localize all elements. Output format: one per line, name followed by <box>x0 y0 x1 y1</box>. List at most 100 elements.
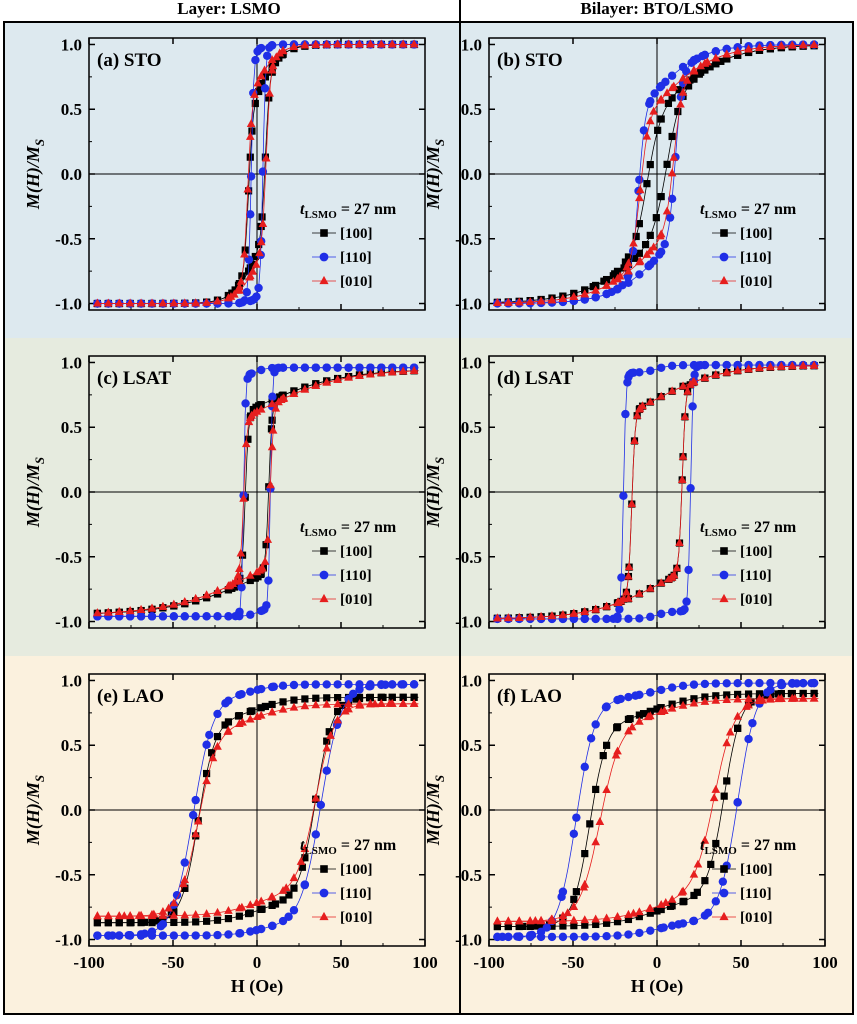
data-point-triangle <box>536 611 546 620</box>
data-point-triangle <box>366 39 375 48</box>
data-point-triangle <box>525 612 535 621</box>
data-point-triangle <box>711 53 721 62</box>
data-point-circle <box>213 612 222 621</box>
y-tick-label: 0.0 <box>461 165 482 184</box>
data-point-circle <box>580 932 589 941</box>
data-point-square <box>213 916 222 924</box>
data-point-triangle <box>289 873 299 882</box>
data-point-triangle <box>169 599 179 608</box>
data-point-triangle <box>661 898 671 906</box>
data-point-circle <box>569 829 579 839</box>
data-point-circle <box>319 888 329 898</box>
data-point-circle <box>711 360 720 370</box>
data-point-triangle <box>676 99 685 108</box>
data-point-triangle <box>267 65 277 74</box>
data-point-circle <box>722 44 731 54</box>
data-point-circle <box>722 679 731 688</box>
data-point-square <box>720 865 728 873</box>
series-010 <box>93 39 419 307</box>
data-point-circle <box>260 84 270 93</box>
data-point-circle <box>224 930 233 939</box>
data-point-triangle <box>758 695 767 704</box>
legend-entry: [110] <box>340 568 372 584</box>
data-point-circle <box>253 685 262 695</box>
data-point-triangle <box>809 360 819 369</box>
y-tick-label: -1.0 <box>455 295 482 314</box>
data-point-square <box>271 900 280 908</box>
data-point-circle <box>688 402 697 411</box>
data-point-triangle <box>355 39 364 48</box>
data-point-square <box>325 728 333 736</box>
data-point-triangle <box>104 607 113 616</box>
y-tick-label: -0.5 <box>55 230 82 249</box>
data-point-square <box>599 751 607 760</box>
data-point-square <box>635 249 643 257</box>
data-point-triangle <box>233 570 243 579</box>
data-point-circle <box>104 931 113 940</box>
data-point-circle <box>156 921 166 931</box>
data-point-triangle <box>635 907 644 916</box>
data-point-circle <box>690 370 699 379</box>
data-point-triangle <box>311 793 321 802</box>
data-point-circle <box>333 680 342 689</box>
data-point-square <box>248 707 256 715</box>
legend-title-sub: LSMO <box>304 845 337 857</box>
data-point-circle <box>711 679 720 688</box>
series-010 <box>93 698 419 920</box>
data-point-square <box>410 693 418 701</box>
data-point-square <box>674 107 682 116</box>
data-point-circle <box>235 298 244 308</box>
data-point-circle <box>631 691 640 700</box>
data-point-triangle <box>267 399 277 408</box>
data-point-square <box>774 690 782 698</box>
data-point-triangle <box>245 900 255 909</box>
legend-title-rest: = 27 nm <box>737 519 797 536</box>
data-point-circle <box>319 252 329 262</box>
data-point-triangle <box>672 563 682 572</box>
data-point-triangle <box>558 294 568 302</box>
data-point-triangle <box>622 587 631 596</box>
data-point-square <box>799 689 807 698</box>
data-point-circle <box>333 363 342 372</box>
data-point-circle <box>660 240 669 249</box>
data-point-circle <box>542 923 551 932</box>
data-point-circle <box>615 605 624 614</box>
data-point-square <box>365 694 374 702</box>
data-point-triangle <box>377 699 386 708</box>
data-point-triangle <box>333 715 342 724</box>
data-point-triangle <box>722 695 732 704</box>
data-point-square <box>734 51 742 59</box>
data-point-triangle <box>645 583 655 592</box>
data-point-circle <box>623 378 632 387</box>
data-point-triangle <box>169 910 179 919</box>
data-point-triangle <box>268 425 278 434</box>
legend-entry: [110] <box>740 886 772 902</box>
data-point-triangle <box>595 817 605 825</box>
data-point-triangle <box>344 699 353 708</box>
data-point-square <box>653 907 661 915</box>
data-point-triangle <box>645 904 654 913</box>
data-point-circle <box>601 703 611 712</box>
data-point-triangle <box>344 39 353 48</box>
data-point-triangle <box>656 391 666 400</box>
legend-title: tLSMO = 27 nm <box>300 519 397 539</box>
data-point-square <box>334 694 342 702</box>
data-point-triangle <box>236 548 246 557</box>
data-point-circle <box>213 709 222 719</box>
data-point-square <box>646 909 654 917</box>
data-point-triangle <box>678 700 688 709</box>
data-point-triangle <box>580 289 590 298</box>
data-point-triangle <box>289 389 299 398</box>
data-point-triangle <box>689 869 699 878</box>
data-point-circle <box>205 730 214 740</box>
data-point-square <box>312 694 320 702</box>
y-tick-label: 0.0 <box>61 165 82 184</box>
legend-title-rest: = 27 nm <box>337 519 397 536</box>
y-tick-label: 0.0 <box>61 483 82 502</box>
data-point-triangle <box>93 911 102 920</box>
data-point-triangle <box>300 40 310 49</box>
data-point-triangle <box>696 61 705 70</box>
data-point-triangle <box>191 298 200 307</box>
column-title-left: Layer: LSMO <box>177 0 280 18</box>
